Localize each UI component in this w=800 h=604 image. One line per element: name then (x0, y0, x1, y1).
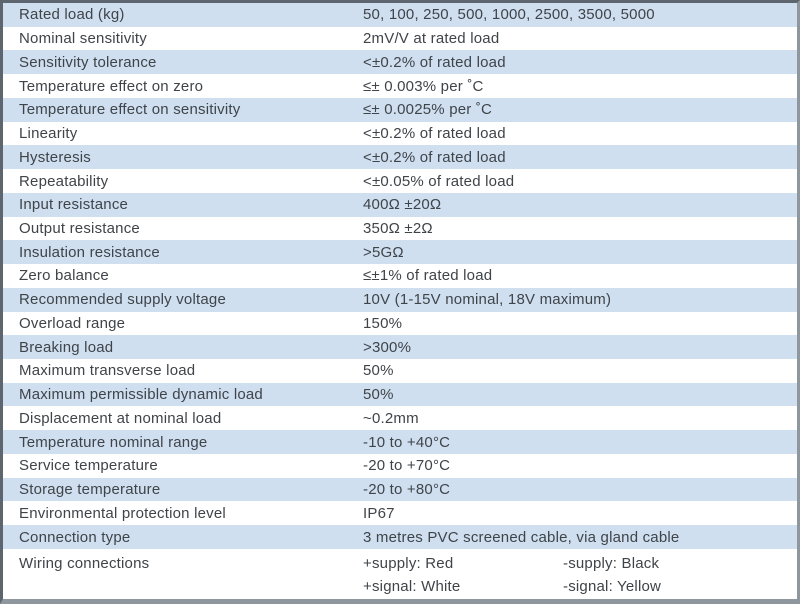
spec-value: <±0.2% of rated load (363, 125, 506, 143)
table-row: Hysteresis <±0.2% of rated load (3, 145, 797, 170)
table-row: Wiring connections +supply: Red -supply: B… (3, 548, 797, 599)
spec-parameter-label: Nominal sensitivity (19, 30, 148, 48)
wiring-connection-value: -supply: Black (563, 554, 660, 572)
spec-parameter-label: Storage temperature (19, 481, 161, 499)
table-row: Displacement at nominal load ~0.2mm (3, 406, 797, 431)
spec-value: 3 metres PVC screened cable, via gland c… (363, 528, 680, 546)
table-row: Nominal sensitivity 2mV/V at rated load (3, 26, 797, 51)
table-row: Overload range 150% (3, 311, 797, 336)
spec-parameter-label: Hysteresis (19, 148, 92, 166)
table-row: Maximum permissible dynamic load 50% (3, 382, 797, 407)
spec-value: -20 to +80°C (363, 481, 451, 499)
spec-parameter-label: Recommended supply voltage (19, 291, 226, 309)
spec-value: IP67 (363, 504, 395, 522)
spec-parameter-label: Temperature effect on sensitivity (19, 101, 241, 119)
table-row: Linearity <±0.2% of rated load (3, 121, 797, 146)
spec-parameter-label: Environmental protection level (19, 504, 226, 522)
spec-parameter-label: Breaking load (19, 338, 114, 356)
table-row: Storage temperature -20 to +80°C (3, 477, 797, 502)
spec-parameter-label: Insulation resistance (19, 243, 160, 261)
spec-value: >5GΩ (363, 243, 404, 261)
table-row: Temperature effect on sensitivity ≤± 0.00… (3, 97, 797, 122)
spec-parameter-label: Temperature nominal range (19, 433, 208, 451)
wiring-line: +supply: Red -supply: Black (363, 552, 797, 576)
spec-value: <±0.2% of rated load (363, 53, 506, 71)
spec-value: 350Ω ±2Ω (363, 219, 433, 237)
spec-value: -10 to +40°C (363, 433, 451, 451)
spec-value: ~0.2mm (363, 409, 419, 427)
spec-value: ≤± 0.003% per ˚C (363, 77, 484, 95)
spec-parameter-label: Wiring connections (19, 554, 150, 572)
spec-value: <±0.2% of rated load (363, 148, 506, 166)
table-row: Insulation resistance >5GΩ (3, 240, 797, 265)
table-row: Zero balance ≤±1% of rated load (3, 264, 797, 288)
spec-value: 150% (363, 314, 403, 332)
wiring-connection-value: -signal: Yellow (563, 578, 662, 596)
spec-value: ≤±1% of rated load (363, 267, 493, 285)
table-row: Maximum transverse load 50% (3, 359, 797, 383)
wiring-connection-value: +signal: White (363, 578, 461, 596)
table-row: Input resistance 400Ω ±20Ω (3, 192, 797, 217)
spec-value: 10V (1-15V nominal, 18V maximum) (363, 291, 612, 309)
spec-parameter-label: Input resistance (19, 196, 129, 214)
spec-parameter-label: Temperature effect on zero (19, 77, 204, 95)
spec-value: 50% (363, 386, 394, 404)
table-row: Output resistance 350Ω ±2Ω (3, 216, 797, 241)
table-row: Repeatability <±0.05% of rated load (3, 169, 797, 193)
spec-parameter-label: Sensitivity tolerance (19, 53, 157, 71)
table-row: Rated load (kg) 50, 100, 250, 500, 1000, … (3, 3, 797, 27)
spec-parameter-label: Repeatability (19, 172, 109, 190)
wiring-connection-value: +supply: Red (363, 554, 454, 572)
table-row: Temperature nominal range -10 to +40°C (3, 430, 797, 454)
spec-parameter-label: Overload range (19, 314, 126, 332)
spec-parameter-label: Displacement at nominal load (19, 409, 222, 427)
spec-parameter-label: Output resistance (19, 219, 140, 237)
spec-value: <±0.05% of rated load (363, 172, 515, 190)
table-row: Breaking load >300% (3, 335, 797, 360)
spec-parameter-label: Connection type (19, 528, 131, 546)
wiring-values: +supply: Red -supply: Black +signal: White… (363, 549, 797, 599)
spec-parameter-label: Zero balance (19, 267, 109, 285)
table-row: Connection type 3 metres PVC screened cab… (3, 525, 797, 549)
spec-parameter-label: Maximum permissible dynamic load (19, 386, 263, 404)
spec-value: ≤± 0.0025% per ˚C (363, 101, 493, 119)
table-row: Temperature effect on zero ≤± 0.003% per … (3, 74, 797, 98)
spec-parameter-label: Maximum transverse load (19, 362, 196, 380)
spec-parameter-label: Service temperature (19, 457, 158, 475)
spec-value: 400Ω ±20Ω (363, 196, 442, 214)
spec-value: 2mV/V at rated load (363, 30, 500, 48)
spec-value: 50, 100, 250, 500, 1000, 2500, 3500, 500… (363, 6, 655, 24)
spec-parameter-label: Linearity (19, 125, 78, 143)
spec-value: >300% (363, 338, 412, 356)
table-row: Service temperature -20 to +70°C (3, 453, 797, 478)
table-row: Sensitivity tolerance <±0.2% of rated loa… (3, 50, 797, 75)
wiring-line: +signal: White -signal: Yellow (363, 575, 797, 599)
spec-value: 50% (363, 362, 394, 380)
spec-parameter-label: Rated load (kg) (19, 6, 125, 24)
table-row: Recommended supply voltage 10V (1-15V nom… (3, 287, 797, 312)
spec-value: -20 to +70°C (363, 457, 451, 475)
table-row: Environmental protection level IP67 (3, 501, 797, 526)
